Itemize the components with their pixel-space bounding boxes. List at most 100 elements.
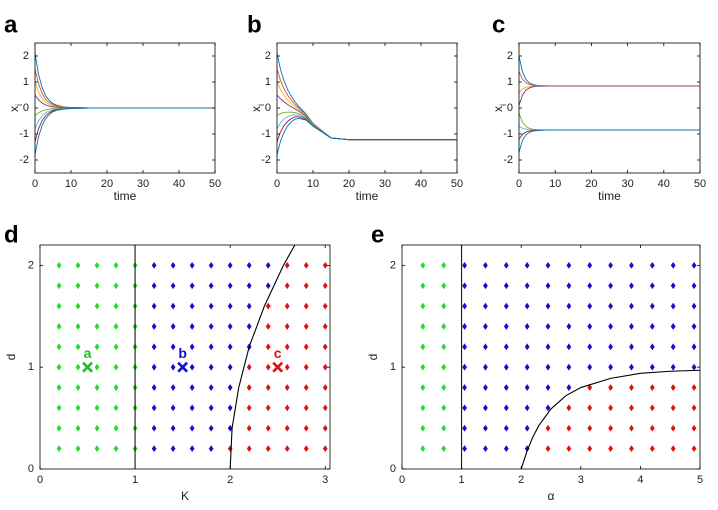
point [151,261,157,269]
point [587,343,593,351]
plot-area [56,245,328,469]
point [566,445,572,453]
point [303,404,309,412]
y-tick-label: 2 [28,259,34,271]
x-tick-label: 20 [343,178,355,190]
point [113,404,119,412]
point [462,363,467,371]
point [587,323,593,330]
y-tick-label: 1 [507,76,513,88]
point [503,424,509,432]
trajectory [277,117,457,155]
point [670,282,676,290]
point [608,384,613,391]
point [246,261,252,269]
marker-cross [177,361,189,373]
point [170,445,176,453]
point [189,445,195,453]
point [503,404,509,412]
plot-area [277,53,457,155]
x-tick-label: 0 [37,474,43,486]
x-axis-label: α [548,489,555,503]
point [322,384,328,391]
point [545,384,551,391]
point [483,384,488,391]
point [420,363,426,371]
marker-label: a [84,345,92,361]
axes-box [401,244,701,470]
point [441,302,447,310]
axes-box [39,244,331,470]
trajectory [519,125,700,131]
point [441,363,447,371]
panel-letter: c [492,11,505,38]
point [524,384,530,391]
x-tick-label: 1 [459,474,465,486]
point [441,404,447,412]
trajectory [519,85,700,93]
point [284,323,290,330]
point [208,424,214,432]
point [189,343,195,351]
point [608,302,613,310]
point [545,302,551,310]
point [608,261,613,269]
point [629,323,634,330]
x-tick-label: 0 [399,474,405,486]
point [670,424,676,432]
point [56,404,62,412]
point [113,424,119,432]
x-tick-label: 1 [132,474,138,486]
axes-box [34,42,216,174]
point [246,323,252,330]
point [265,404,271,412]
marker-label: b [178,345,187,361]
y-tick-label: 1 [265,76,271,88]
point [189,424,195,432]
point [566,384,572,391]
y-axis-label: d [4,354,18,361]
point [441,343,447,351]
point [462,282,467,290]
point [227,404,233,412]
point [284,404,290,412]
point [151,343,157,351]
point [670,261,676,269]
point [303,282,309,290]
point [691,363,697,371]
y-tick-label: 0 [390,463,396,475]
point [94,261,100,269]
point [587,384,593,391]
point [322,323,328,330]
point [545,282,551,290]
point [113,384,119,391]
point [608,424,613,432]
point [462,424,467,432]
x-tick-label: 10 [307,178,319,190]
point [608,282,613,290]
y-tick-label: -2 [261,154,271,166]
point [227,363,233,371]
point [303,323,309,330]
point [670,404,676,412]
point [691,282,697,290]
point [566,404,572,412]
point [503,323,509,330]
point [420,384,426,391]
x-axis-label: K [181,489,189,503]
x-tick-label: 0 [516,178,522,190]
point [189,363,195,371]
point [587,424,593,432]
point [151,363,157,371]
trajectory [519,129,700,140]
point [483,323,488,330]
point [322,424,328,432]
point [462,323,467,330]
y-label-subscript: i [256,104,266,106]
point [227,302,233,310]
point [94,363,100,371]
panel: a 0 10 20 30 40 50 -2 -1 0 1 2 time xi [4,11,221,203]
point [227,445,233,453]
point [113,323,119,330]
plot-area [519,55,700,153]
